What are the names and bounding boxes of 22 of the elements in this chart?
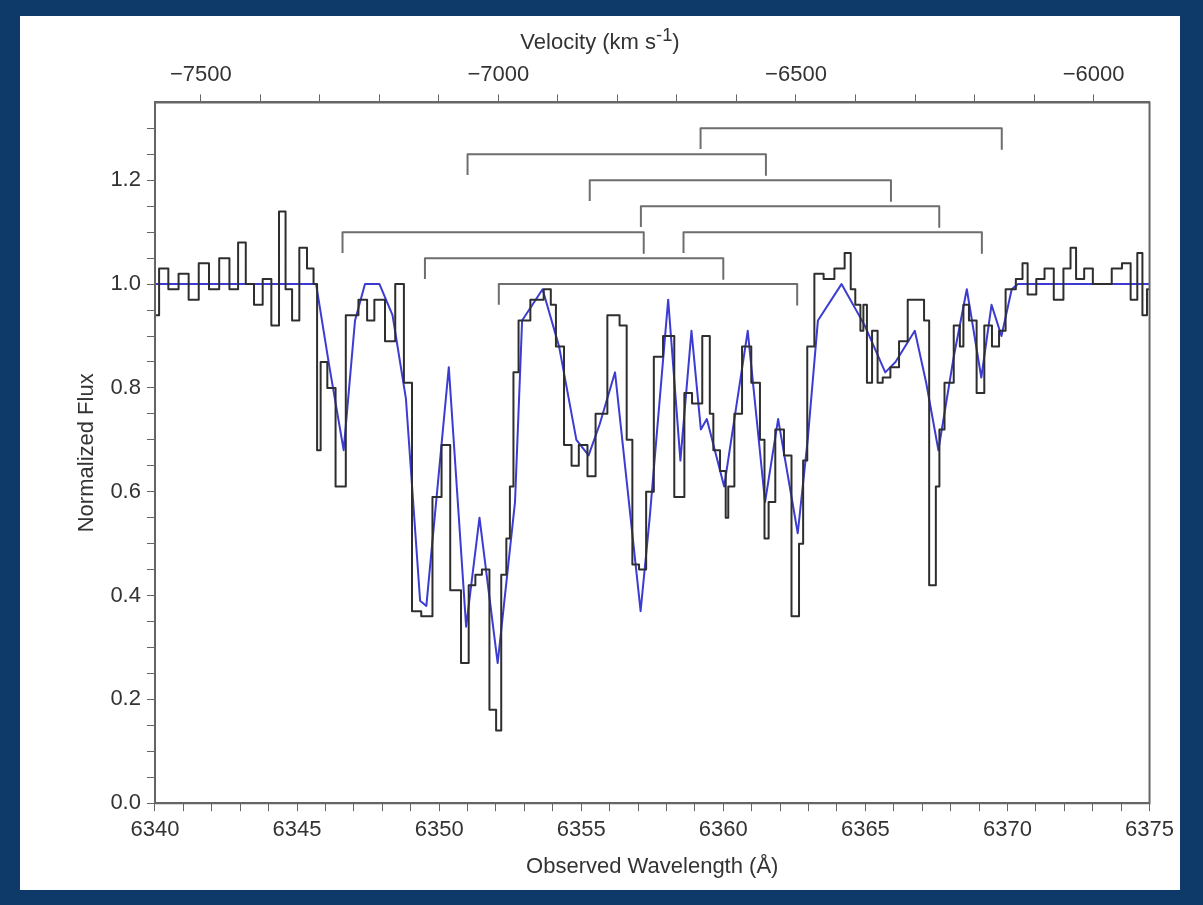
x2-axis-title: Velocity (km s$^{-1}$)	[519, 24, 681, 56]
x2-tick-label: −7000	[467, 61, 530, 87]
x-axis-title: Observed Wavelength (Å)	[526, 852, 779, 878]
x-tick-label: 6375	[1125, 816, 1175, 842]
x-tick-label: 6340	[130, 816, 180, 842]
x-tick-label: 6370	[982, 816, 1032, 842]
y-tick-label: 0.0	[110, 789, 141, 815]
y-tick-label: 0.6	[110, 477, 141, 503]
y-tick-label: 1.0	[110, 270, 141, 296]
x2-tick-label: −6000	[1062, 61, 1125, 87]
x2-tick-label: −7500	[169, 61, 232, 87]
y-axis-title: Normalized Flux	[73, 373, 99, 533]
y-tick-label: 0.2	[110, 685, 141, 711]
x-tick-label: 6355	[556, 816, 606, 842]
x2-tick-label: −6500	[765, 61, 827, 87]
x-tick-label: 6365	[840, 816, 890, 842]
x-tick-label: 6350	[414, 816, 464, 842]
x-tick-label: 6345	[272, 816, 322, 842]
y-tick-label: 0.4	[110, 581, 141, 607]
y-tick-label: 1.2	[110, 166, 141, 192]
y-tick-label: 0.8	[110, 373, 141, 399]
x-tick-label: 6360	[698, 816, 748, 842]
